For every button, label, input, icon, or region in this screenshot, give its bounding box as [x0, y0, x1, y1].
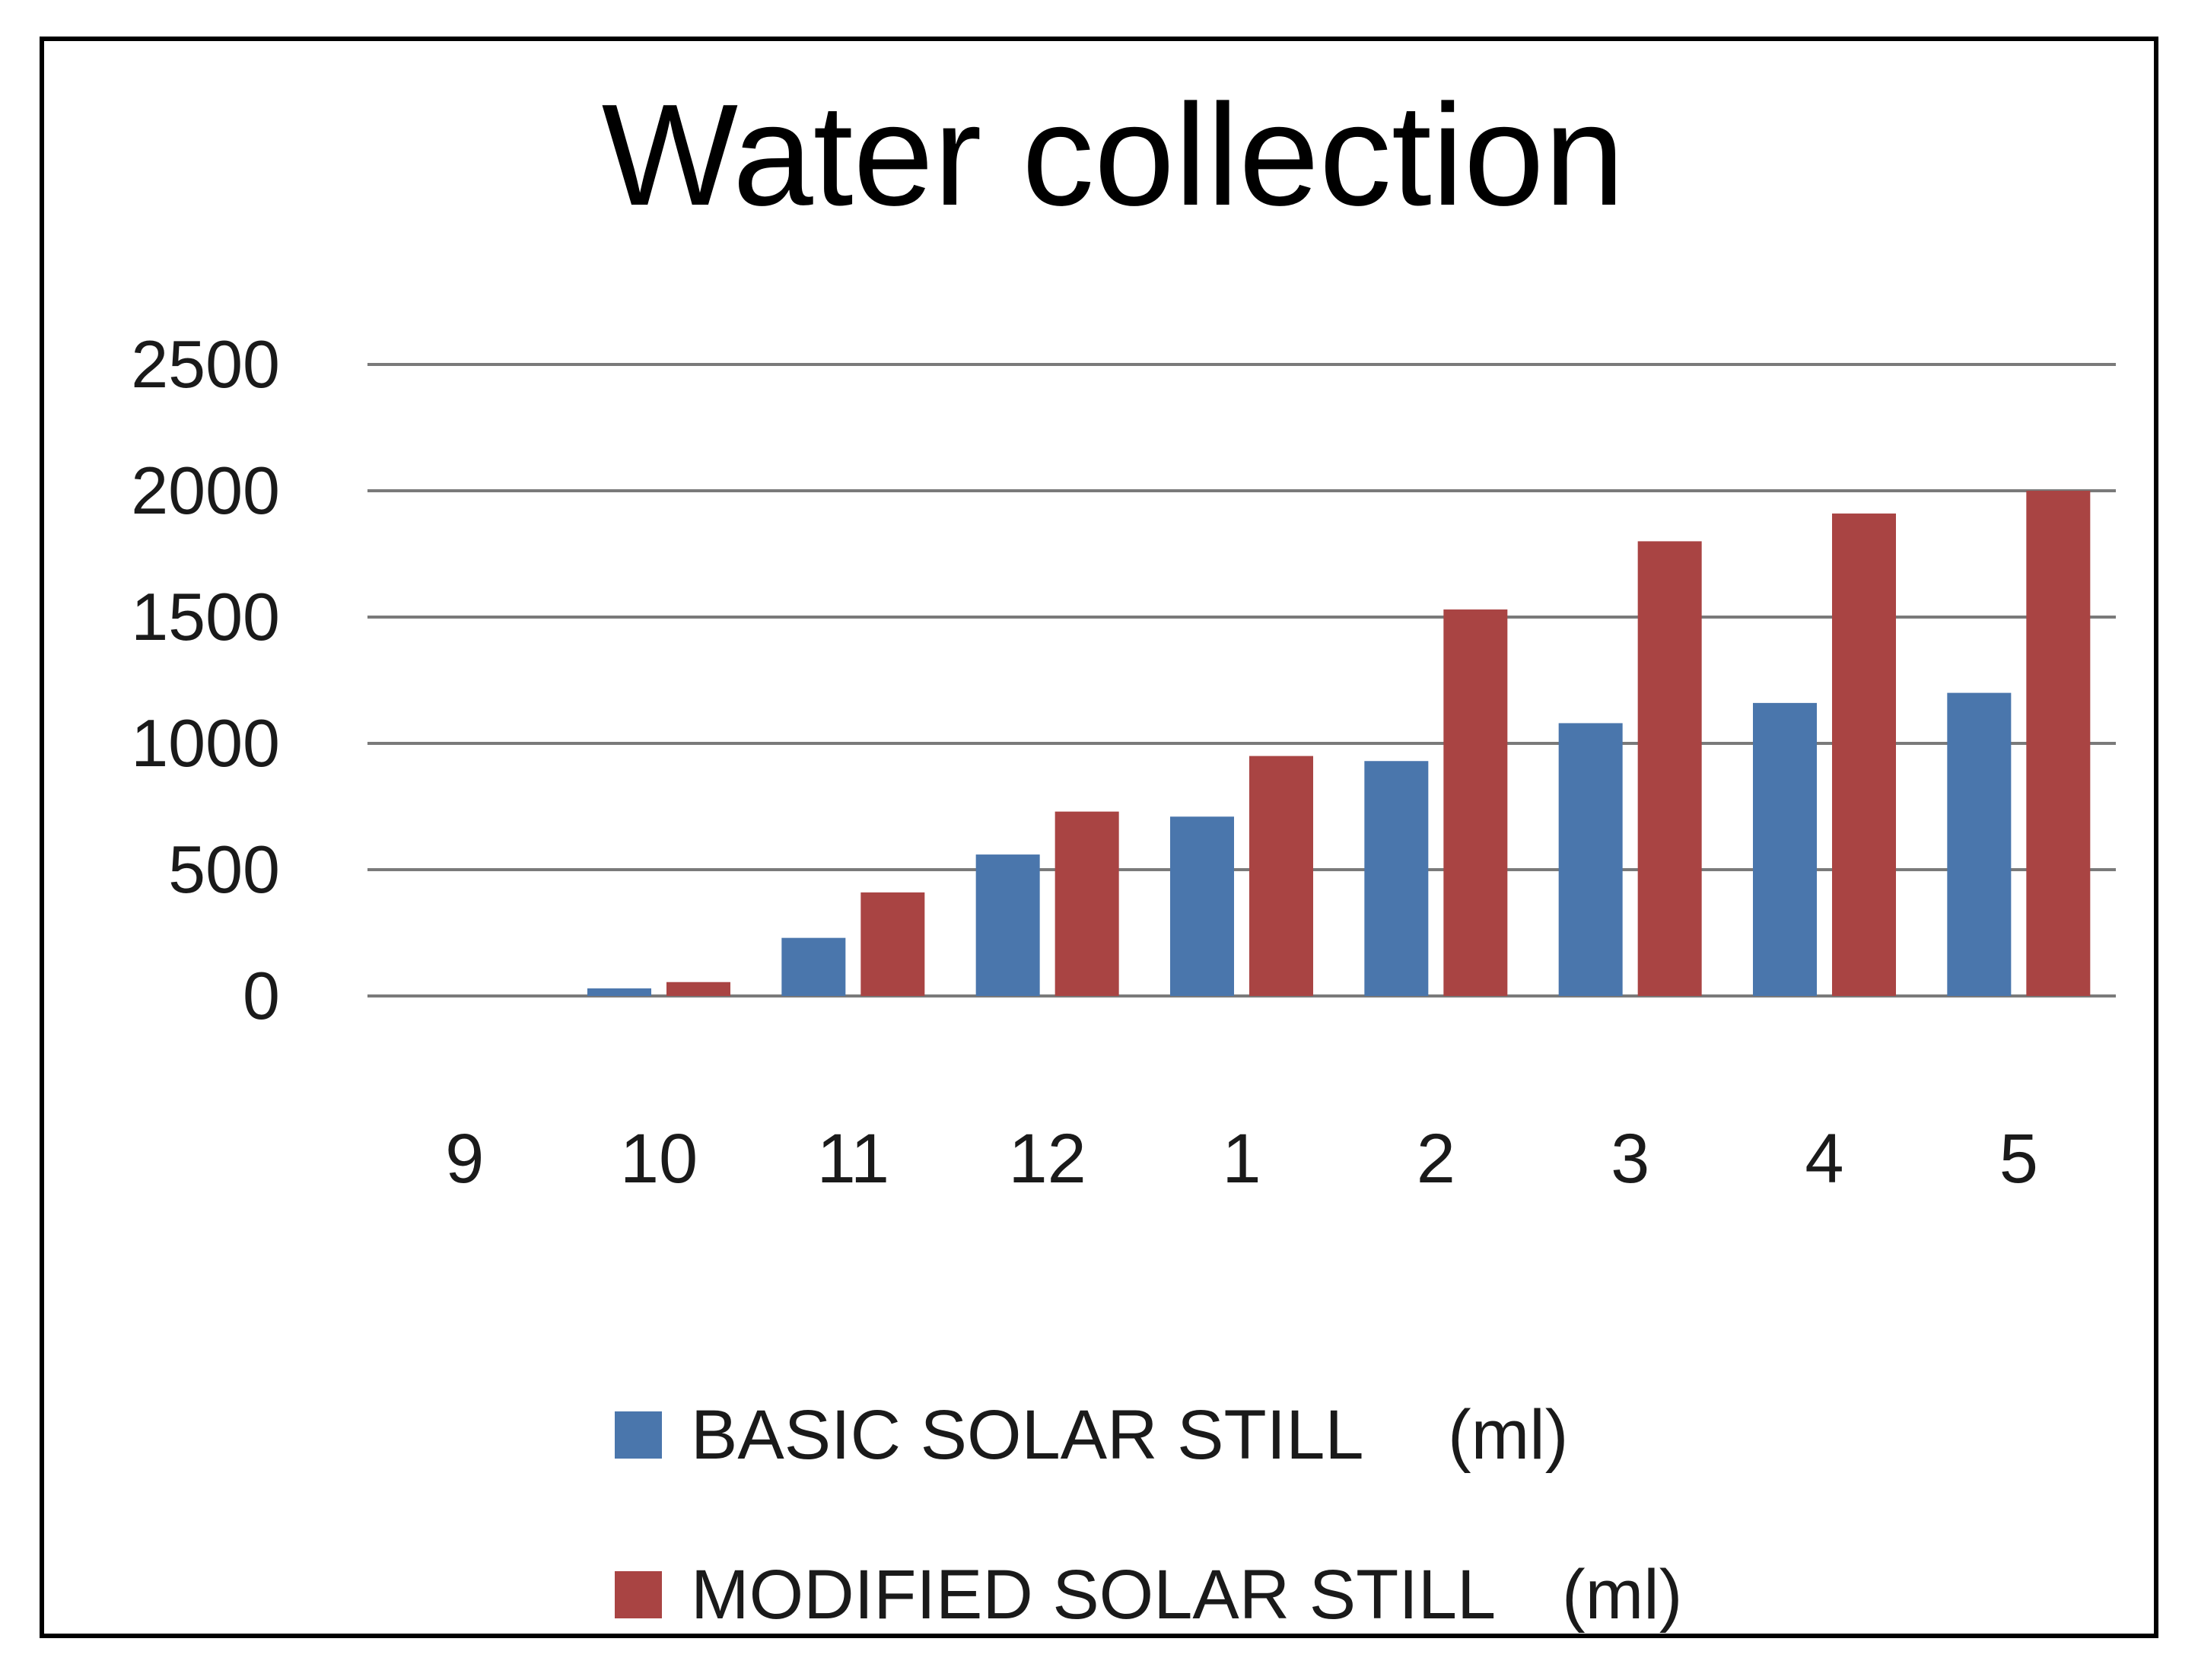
- bar-modified-10: [666, 982, 730, 996]
- x-tick-label: 1: [1222, 1120, 1261, 1198]
- y-axis-ticks: 0 500 1000 1500 2000 2500: [131, 326, 280, 1033]
- bar-modified-1: [1249, 756, 1313, 996]
- chart-title: Water collection: [602, 75, 1625, 236]
- legend-swatch-basic: [615, 1411, 662, 1459]
- bar-modified-4: [1832, 513, 1896, 996]
- bar-basic-10: [587, 988, 651, 996]
- bar-modified-3: [1637, 541, 1702, 996]
- bar-basic-2: [1364, 761, 1429, 996]
- bar-basic-3: [1558, 723, 1623, 996]
- legend-label-basic: BASIC SOLAR STILL: [691, 1396, 1364, 1474]
- bar-basic-4: [1753, 702, 1817, 996]
- bars: [587, 491, 2091, 996]
- x-tick-label: 2: [1417, 1120, 1455, 1198]
- x-tick-label: 10: [620, 1120, 698, 1198]
- x-tick-label: 12: [1008, 1120, 1086, 1198]
- y-tick-label: 2500: [131, 326, 280, 402]
- legend-label-modified: MODIFIED SOLAR STILL: [691, 1556, 1497, 1634]
- bar-basic-5: [1947, 692, 2012, 996]
- y-tick-label: 1000: [131, 705, 280, 781]
- y-tick-label: 1500: [131, 579, 280, 654]
- bar-basic-1: [1170, 816, 1234, 996]
- bar-modified-12: [1054, 811, 1119, 996]
- bar-basic-11: [781, 937, 846, 996]
- chart-frame: Water collection 0 500 1000 1500 2000 2500 9 1…: [40, 37, 2158, 1638]
- x-tick-label: 5: [1999, 1120, 2038, 1198]
- y-tick-label: 0: [243, 958, 280, 1033]
- gridlines: [367, 363, 2116, 998]
- bar-basic-12: [975, 854, 1040, 996]
- x-tick-label: 9: [445, 1120, 484, 1198]
- legend-swatch-modified: [615, 1571, 662, 1618]
- x-tick-label: 11: [817, 1120, 890, 1198]
- water-collection-chart: Water collection 0 500 1000 1500 2000 2500 9 1…: [131, 75, 2116, 1198]
- bar-modified-5: [2026, 491, 2091, 996]
- x-tick-label: 3: [1611, 1120, 1649, 1198]
- x-axis-ticks: 9 10 11 12 1 2 3 4 5: [445, 1120, 2038, 1198]
- y-tick-label: 500: [168, 832, 280, 907]
- bar-modified-2: [1443, 609, 1508, 996]
- x-tick-label: 4: [1805, 1120, 1843, 1198]
- legend-unit-basic: (ml): [1448, 1396, 1569, 1474]
- bar-modified-11: [860, 892, 925, 996]
- y-tick-label: 2000: [131, 453, 280, 528]
- legend-unit-modified: (ml): [1562, 1556, 1683, 1634]
